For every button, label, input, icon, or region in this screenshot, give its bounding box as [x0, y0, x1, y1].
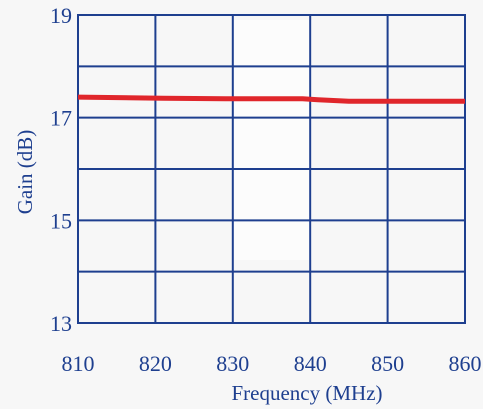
x-tick-label: 860	[449, 351, 482, 376]
x-axis-label: Frequency (MHz)	[231, 381, 382, 405]
series-group	[77, 94, 465, 104]
y-axis-label: Gain (dB)	[13, 130, 37, 215]
y-tick-label: 15	[50, 208, 72, 233]
x-tick-label: 850	[371, 351, 404, 376]
grid-lines	[77, 14, 466, 324]
x-tick-label: 810	[62, 351, 95, 376]
y-tick-label: 13	[50, 311, 72, 336]
y-tick-label: 19	[50, 3, 72, 28]
gain-series-line	[77, 94, 465, 104]
x-tick-label: 820	[139, 351, 172, 376]
y-tick-labels: 13 15 17 19	[50, 3, 72, 336]
x-tick-label: 830	[216, 351, 249, 376]
x-tick-labels: 810 820 830 840 850 860	[62, 351, 482, 376]
watermark-block	[232, 20, 312, 260]
y-tick-label: 17	[50, 106, 72, 131]
x-tick-label: 840	[294, 351, 327, 376]
